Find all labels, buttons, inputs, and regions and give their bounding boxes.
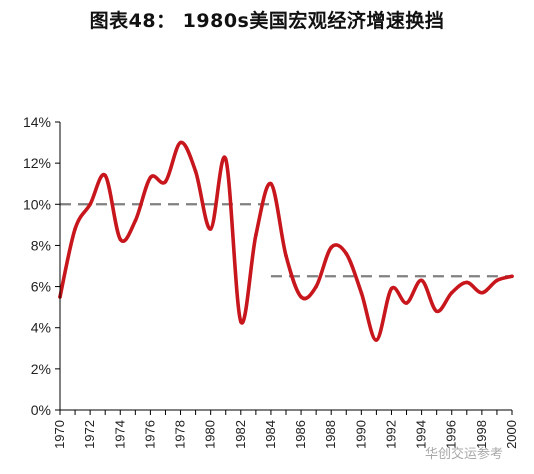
- data-point: [419, 278, 424, 283]
- y-tick-label: 10%: [23, 196, 51, 212]
- series-layer: [58, 140, 514, 342]
- data-point: [314, 284, 318, 289]
- data-point: [449, 290, 454, 295]
- data-point: [118, 237, 123, 242]
- data-point: [284, 253, 288, 258]
- x-tick-label: 1990: [353, 420, 368, 449]
- data-point: [163, 179, 168, 184]
- y-tick-label: 6%: [31, 279, 51, 295]
- x-tick-label: 1994: [414, 420, 429, 449]
- data-point: [299, 295, 303, 299]
- watermark: 华创交运参考: [425, 443, 503, 462]
- page-title: 图表48： 1980s美国宏观经济增速换挡: [0, 6, 534, 33]
- figure-title: 图表48： 1980s美国宏观经济增速换挡: [89, 10, 445, 32]
- data-point: [510, 274, 514, 279]
- data-point: [344, 251, 349, 256]
- data-point: [389, 286, 394, 291]
- data-point: [465, 280, 469, 285]
- data-point: [254, 233, 258, 237]
- y-tick-label: 12%: [23, 155, 51, 171]
- data-point: [73, 227, 77, 231]
- axes: 0% 2% 4% 6% 8% 10% 12% 14% 1970 1972 1974 1976 1978 1…: [23, 114, 519, 449]
- y-tick-label: 4%: [31, 320, 51, 336]
- y-tick-label: 14%: [23, 114, 51, 130]
- data-point: [269, 181, 273, 186]
- data-point: [434, 309, 439, 314]
- data-point: [178, 140, 183, 145]
- data-point: [133, 218, 138, 223]
- data-point: [480, 290, 484, 295]
- data-point: [208, 227, 213, 231]
- x-tick-label: 1984: [263, 420, 278, 449]
- data-point: [88, 202, 92, 207]
- data-point: [495, 278, 499, 283]
- data-point: [374, 338, 379, 342]
- data-point: [404, 301, 409, 305]
- x-tick-label: 1986: [293, 420, 308, 449]
- x-tick-label: 1996: [444, 420, 459, 449]
- data-point: [223, 157, 228, 161]
- data-point: [103, 173, 107, 178]
- x-tick-label: 2000: [504, 420, 519, 449]
- x-tick-label: 1988: [323, 420, 338, 449]
- x-tick-label: 1982: [233, 420, 248, 449]
- x-tick-label: 1998: [474, 420, 489, 449]
- x-tick-label: 1974: [112, 420, 127, 449]
- x-tick-label: 1980: [203, 420, 218, 449]
- series-line: [58, 140, 514, 342]
- x-tick-label: 1978: [173, 420, 188, 449]
- x-tick-label: 1972: [82, 420, 97, 449]
- y-tick-label: 2%: [31, 361, 51, 377]
- y-tick-label: 8%: [31, 237, 51, 253]
- data-point: [359, 290, 364, 295]
- x-tick-label: 1970: [52, 420, 67, 449]
- x-tick-label: 1976: [142, 420, 157, 449]
- data-point: [329, 245, 334, 250]
- reference-lines: [60, 203, 512, 278]
- x-tick-label: 1992: [383, 420, 398, 449]
- y-tick-label: 0%: [31, 402, 51, 418]
- data-point: [239, 319, 243, 324]
- data-point: [148, 175, 153, 180]
- watermark-text: 华创交运参考: [425, 447, 504, 462]
- data-point: [193, 169, 198, 174]
